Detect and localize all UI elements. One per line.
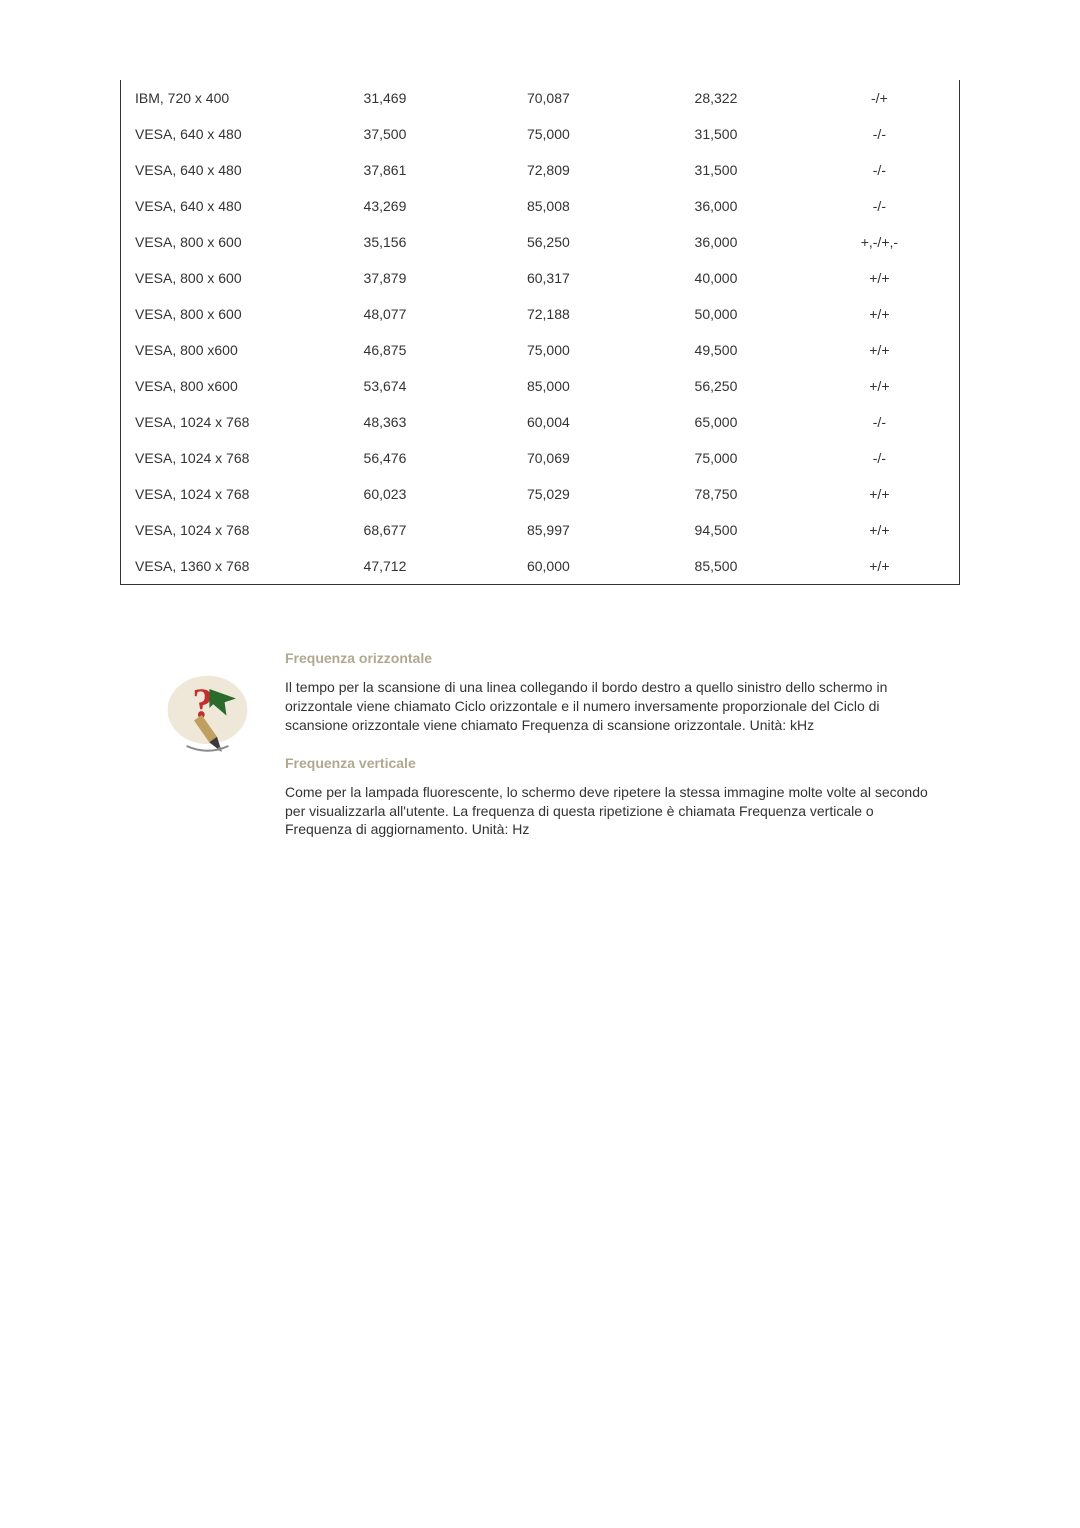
table-cell: 60,317: [465, 260, 633, 296]
table-cell: -/-: [800, 116, 959, 152]
table-cell: VESA, 800 x600: [121, 368, 305, 404]
table-cell: 65,000: [632, 404, 800, 440]
table-cell: VESA, 800 x 600: [121, 260, 305, 296]
table-cell: +/+: [800, 512, 959, 548]
table-cell: 68,677: [305, 512, 464, 548]
table-row: VESA, 1360 x 76847,71260,00085,500+/+: [121, 548, 959, 584]
table-cell: VESA, 1024 x 768: [121, 476, 305, 512]
heading-horizontal-frequency: Frequenza orizzontale: [285, 650, 940, 666]
modes-table-container: IBM, 720 x 40031,46970,08728,322-/+VESA,…: [120, 80, 960, 585]
table-row: VESA, 800 x 60037,87960,31740,000+/+: [121, 260, 959, 296]
display-modes-table: IBM, 720 x 40031,46970,08728,322-/+VESA,…: [121, 80, 959, 584]
table-cell: 28,322: [632, 80, 800, 116]
table-cell: 75,000: [632, 440, 800, 476]
table-cell: 50,000: [632, 296, 800, 332]
table-cell: 46,875: [305, 332, 464, 368]
table-cell: 31,500: [632, 152, 800, 188]
table-row: VESA, 800 x 60035,15656,25036,000+,-/+,-: [121, 224, 959, 260]
table-cell: -/-: [800, 404, 959, 440]
table-row: VESA, 640 x 48037,50075,00031,500-/-: [121, 116, 959, 152]
table-cell: 72,809: [465, 152, 633, 188]
table-row: VESA, 1024 x 76868,67785,99794,500+/+: [121, 512, 959, 548]
table-row: VESA, 800 x 60048,07772,18850,000+/+: [121, 296, 959, 332]
table-cell: VESA, 1024 x 768: [121, 404, 305, 440]
table-cell: +/+: [800, 332, 959, 368]
table-cell: VESA, 1024 x 768: [121, 440, 305, 476]
info-section: ? Frequenza orizzontale Il tempo per la …: [120, 650, 960, 859]
table-row: VESA, 800 x60046,87575,00049,500+/+: [121, 332, 959, 368]
table-row: VESA, 1024 x 76856,47670,06975,000-/-: [121, 440, 959, 476]
table-cell: 36,000: [632, 188, 800, 224]
table-cell: 56,476: [305, 440, 464, 476]
table-cell: 94,500: [632, 512, 800, 548]
table-cell: 75,029: [465, 476, 633, 512]
table-cell: 31,469: [305, 80, 464, 116]
table-cell: 37,879: [305, 260, 464, 296]
table-cell: 43,269: [305, 188, 464, 224]
table-cell: 85,500: [632, 548, 800, 584]
table-cell: VESA, 800 x 600: [121, 224, 305, 260]
table-cell: 60,000: [465, 548, 633, 584]
info-content: Frequenza orizzontale Il tempo per la sc…: [285, 650, 960, 859]
table-cell: -/-: [800, 440, 959, 476]
table-cell: -/-: [800, 152, 959, 188]
table-cell: +/+: [800, 368, 959, 404]
table-cell: 31,500: [632, 116, 800, 152]
heading-vertical-frequency: Frequenza verticale: [285, 755, 940, 771]
table-cell: 35,156: [305, 224, 464, 260]
table-cell: 85,000: [465, 368, 633, 404]
table-row: VESA, 640 x 48043,26985,00836,000-/-: [121, 188, 959, 224]
table-cell: 56,250: [632, 368, 800, 404]
table-cell: 70,087: [465, 80, 633, 116]
table-cell: VESA, 1360 x 768: [121, 548, 305, 584]
table-cell: 37,500: [305, 116, 464, 152]
table-row: IBM, 720 x 40031,46970,08728,322-/+: [121, 80, 959, 116]
table-cell: 75,000: [465, 116, 633, 152]
table-cell: -/-: [800, 188, 959, 224]
table-cell: VESA, 1024 x 768: [121, 512, 305, 548]
table-row: VESA, 1024 x 76848,36360,00465,000-/-: [121, 404, 959, 440]
info-icon: ?: [160, 670, 255, 770]
table-cell: VESA, 640 x 480: [121, 188, 305, 224]
table-cell: 49,500: [632, 332, 800, 368]
table-row: VESA, 1024 x 76860,02375,02978,750+/+: [121, 476, 959, 512]
table-cell: 53,674: [305, 368, 464, 404]
table-cell: 78,750: [632, 476, 800, 512]
table-cell: 48,363: [305, 404, 464, 440]
table-cell: +/+: [800, 260, 959, 296]
table-cell: 72,188: [465, 296, 633, 332]
table-cell: +/+: [800, 296, 959, 332]
table-cell: 36,000: [632, 224, 800, 260]
text-horizontal-frequency: Il tempo per la scansione di una linea c…: [285, 678, 940, 735]
table-cell: VESA, 640 x 480: [121, 116, 305, 152]
table-row: VESA, 800 x60053,67485,00056,250+/+: [121, 368, 959, 404]
table-cell: 60,023: [305, 476, 464, 512]
table-cell: +,-/+,-: [800, 224, 959, 260]
table-cell: 85,008: [465, 188, 633, 224]
table-cell: VESA, 800 x600: [121, 332, 305, 368]
table-cell: 70,069: [465, 440, 633, 476]
table-cell: 56,250: [465, 224, 633, 260]
table-cell: 60,004: [465, 404, 633, 440]
table-cell: IBM, 720 x 400: [121, 80, 305, 116]
table-cell: 37,861: [305, 152, 464, 188]
table-cell: VESA, 800 x 600: [121, 296, 305, 332]
table-cell: +/+: [800, 476, 959, 512]
table-cell: 48,077: [305, 296, 464, 332]
text-vertical-frequency: Come per la lampada fluorescente, lo sch…: [285, 783, 940, 840]
table-row: VESA, 640 x 48037,86172,80931,500-/-: [121, 152, 959, 188]
table-cell: 40,000: [632, 260, 800, 296]
table-cell: +/+: [800, 548, 959, 584]
table-cell: 75,000: [465, 332, 633, 368]
table-cell: VESA, 640 x 480: [121, 152, 305, 188]
table-cell: 47,712: [305, 548, 464, 584]
table-cell: -/+: [800, 80, 959, 116]
table-cell: 85,997: [465, 512, 633, 548]
